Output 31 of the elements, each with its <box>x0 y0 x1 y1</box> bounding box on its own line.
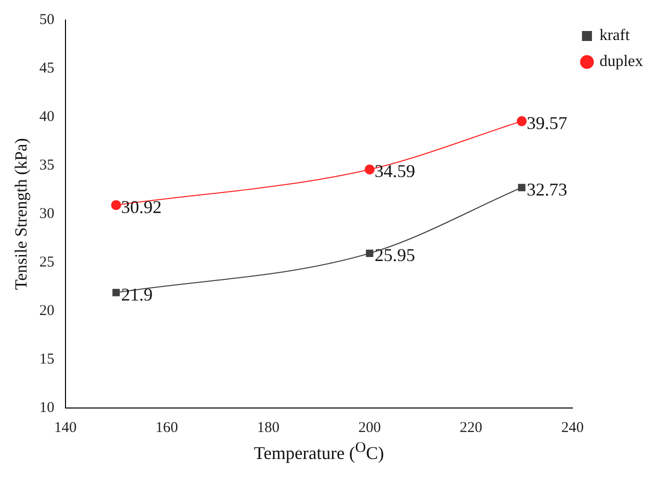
y-tick-label: 50 <box>39 12 54 28</box>
legend-label: kraft <box>599 27 630 44</box>
y-tick-label: 10 <box>39 400 54 416</box>
point <box>364 164 375 174</box>
point <box>516 116 527 126</box>
x-tick-label: 220 <box>460 420 482 436</box>
y-tick-label: 40 <box>39 108 54 125</box>
y-tick-label: 35 <box>39 157 54 174</box>
y-tick-label: 15 <box>39 351 54 368</box>
legend-label: duplex <box>599 53 643 70</box>
y-tick-label: 45 <box>39 60 54 76</box>
point <box>111 200 122 210</box>
data-label: 34.59 <box>374 161 416 182</box>
x-tick-label: 200 <box>358 420 381 436</box>
point <box>112 288 120 296</box>
x-tick-label: 160 <box>156 420 178 436</box>
data-label: 30.92 <box>121 196 162 217</box>
y-axis-title: Tensile Strength (kPa) <box>12 138 31 290</box>
data-label: 25.95 <box>374 245 416 266</box>
y-tick-label: 20 <box>39 302 54 319</box>
x-tick-label: 240 <box>561 420 584 436</box>
x-tick-label: 180 <box>256 420 280 436</box>
point <box>518 184 526 192</box>
point <box>366 250 374 257</box>
y-tick-label: 30 <box>39 206 54 222</box>
data-label: 32.73 <box>526 179 568 200</box>
data-label: 39.57 <box>526 112 568 133</box>
x-axis-title: Temperature ($^{O}$C) <box>254 440 384 464</box>
data-label: 21.9 <box>121 284 153 304</box>
x-tick-label: 140 <box>54 420 77 436</box>
y-tick-label: 25 <box>39 254 54 270</box>
